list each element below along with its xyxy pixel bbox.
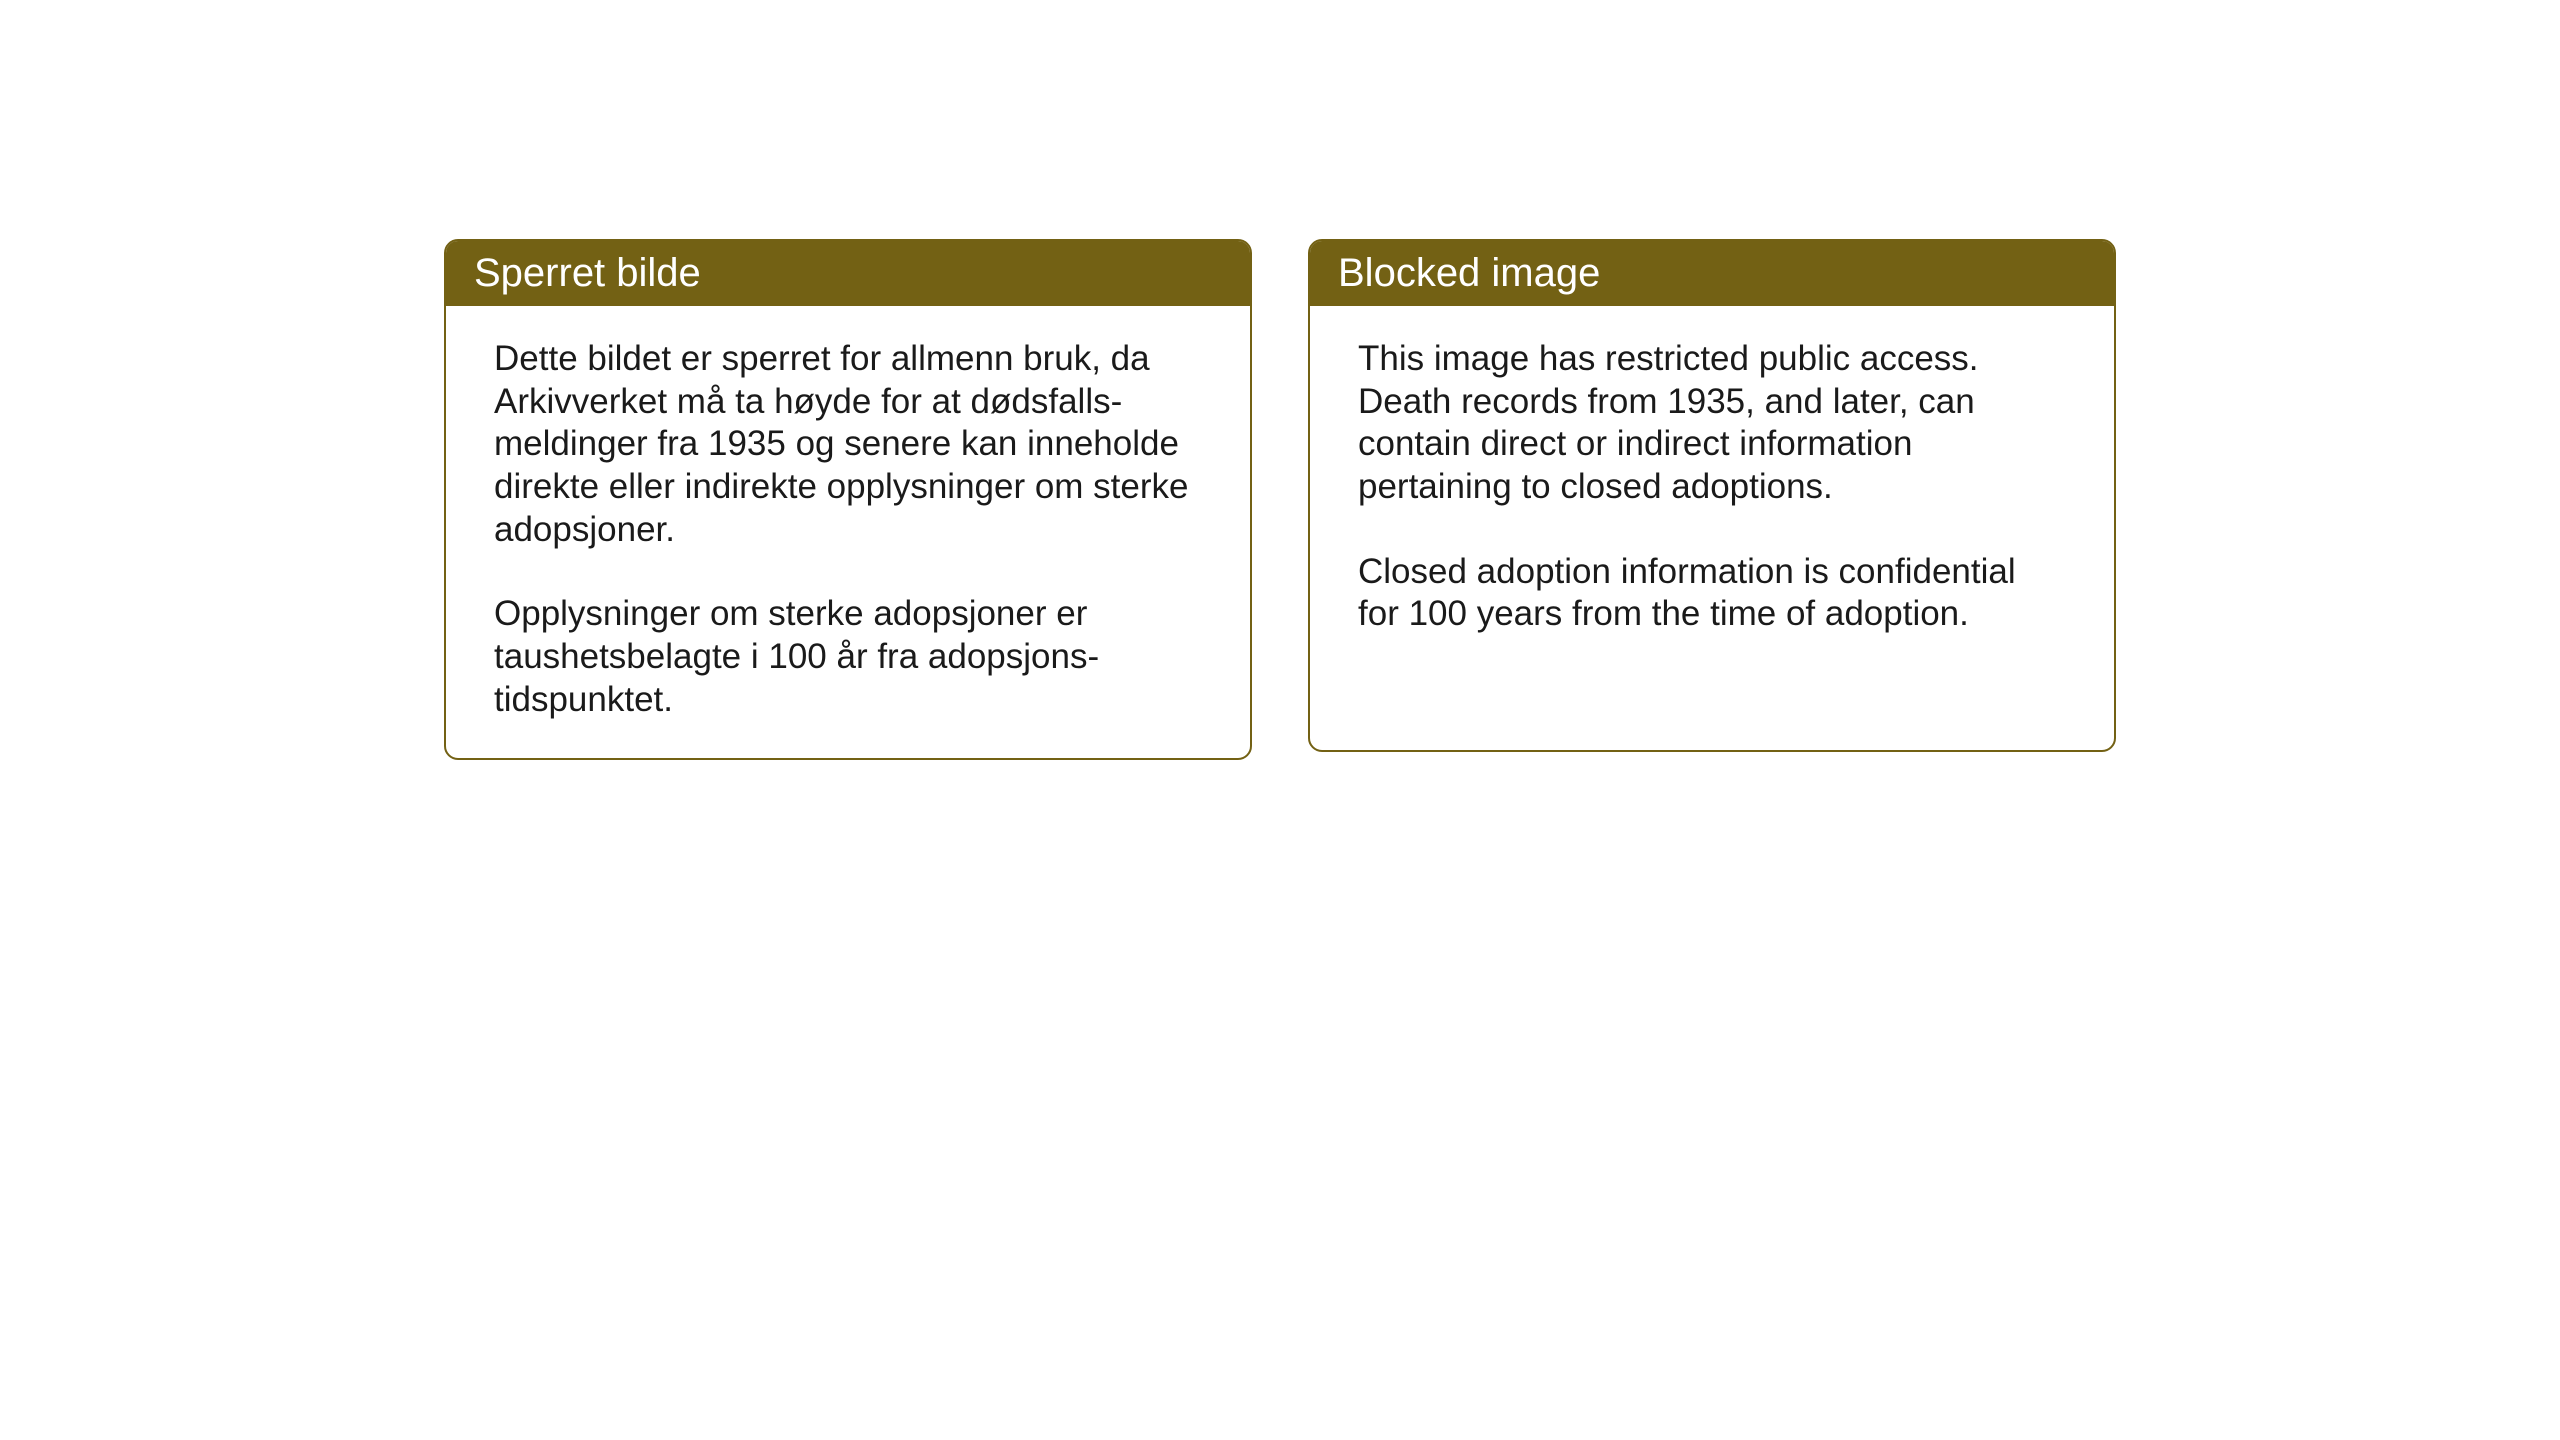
card-body-norwegian: Dette bildet er sperret for allmenn bruk… bbox=[446, 306, 1250, 758]
notice-card-english: Blocked image This image has restricted … bbox=[1308, 239, 2116, 752]
notice-container: Sperret bilde Dette bildet er sperret fo… bbox=[444, 239, 2116, 760]
card-header-english: Blocked image bbox=[1310, 241, 2114, 306]
card-title-norwegian: Sperret bilde bbox=[474, 251, 701, 295]
card-title-english: Blocked image bbox=[1338, 251, 1600, 295]
card-body-english: This image has restricted public access.… bbox=[1310, 306, 2114, 672]
paragraph-2-english: Closed adoption information is confident… bbox=[1358, 551, 2066, 636]
paragraph-2-norwegian: Opplysninger om sterke adopsjoner er tau… bbox=[494, 593, 1202, 721]
notice-card-norwegian: Sperret bilde Dette bildet er sperret fo… bbox=[444, 239, 1252, 760]
card-header-norwegian: Sperret bilde bbox=[446, 241, 1250, 306]
paragraph-1-norwegian: Dette bildet er sperret for allmenn bruk… bbox=[494, 338, 1202, 551]
paragraph-1-english: This image has restricted public access.… bbox=[1358, 338, 2066, 509]
